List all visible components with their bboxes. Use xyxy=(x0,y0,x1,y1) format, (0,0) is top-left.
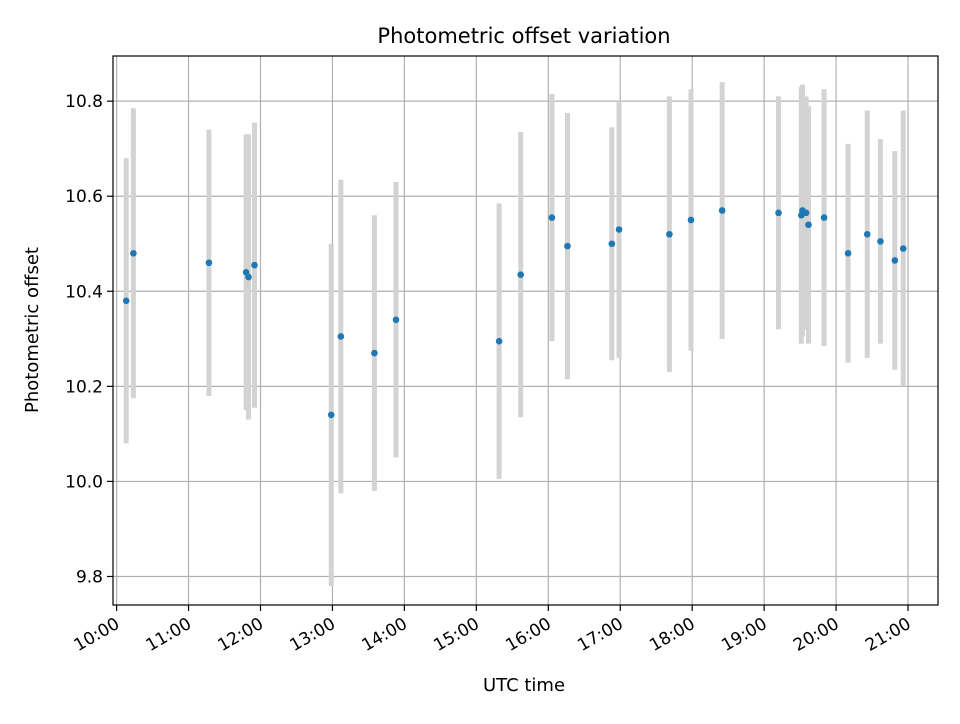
x-tick-label: 15:00 xyxy=(430,614,482,656)
x-tick-label: 10:00 xyxy=(71,614,123,656)
error-bars xyxy=(123,82,906,586)
data-point xyxy=(899,245,907,252)
data-point xyxy=(820,214,828,221)
chart-title: Photometric offset variation xyxy=(377,24,670,48)
data-point xyxy=(718,207,726,214)
data-point xyxy=(495,337,503,345)
x-tick-label: 16:00 xyxy=(502,614,554,656)
data-point xyxy=(517,271,525,278)
data-point xyxy=(245,273,252,281)
data-point xyxy=(327,411,335,419)
x-tick-label: 11:00 xyxy=(143,614,195,656)
data-point xyxy=(122,297,130,305)
data-point xyxy=(877,238,884,245)
y-tick-label: 10.8 xyxy=(65,92,103,112)
data-point xyxy=(805,221,812,229)
data-point xyxy=(564,242,571,250)
data-point xyxy=(548,214,556,221)
data-point xyxy=(615,226,623,233)
y-tick-label: 10.4 xyxy=(65,282,103,302)
x-tick-label: 14:00 xyxy=(358,614,410,656)
data-point xyxy=(251,261,258,269)
y-tick-label: 9.8 xyxy=(76,567,103,587)
data-point xyxy=(205,259,213,267)
data-point xyxy=(844,249,852,257)
x-tick-label: 20:00 xyxy=(790,614,842,656)
y-tick-label: 10.6 xyxy=(65,187,103,207)
x-tick-label: 13:00 xyxy=(287,614,339,656)
data-point xyxy=(666,230,673,238)
data-point xyxy=(608,240,616,248)
data-point xyxy=(371,349,378,357)
x-tick-label: 12:00 xyxy=(215,614,267,656)
data-point xyxy=(337,333,345,340)
plot-frame xyxy=(112,55,939,606)
data-point xyxy=(863,230,871,238)
x-tick-label: 18:00 xyxy=(646,614,698,656)
data-point xyxy=(891,257,899,264)
y-tick-label: 10.2 xyxy=(65,377,103,397)
x-tick-label: 17:00 xyxy=(574,614,626,656)
data-point xyxy=(392,316,400,324)
data-point xyxy=(687,216,695,224)
data-point xyxy=(775,209,782,217)
y-tick-label: 10.0 xyxy=(65,472,103,492)
data-points xyxy=(122,207,907,419)
y-axis-title: Photometric offset xyxy=(22,247,43,413)
grid-lines xyxy=(113,56,938,605)
data-point xyxy=(802,209,810,217)
data-point xyxy=(130,249,137,257)
x-tick-label: 19:00 xyxy=(718,614,770,656)
x-tick-label: 21:00 xyxy=(862,614,914,656)
x-axis-title: UTC time xyxy=(483,675,565,696)
